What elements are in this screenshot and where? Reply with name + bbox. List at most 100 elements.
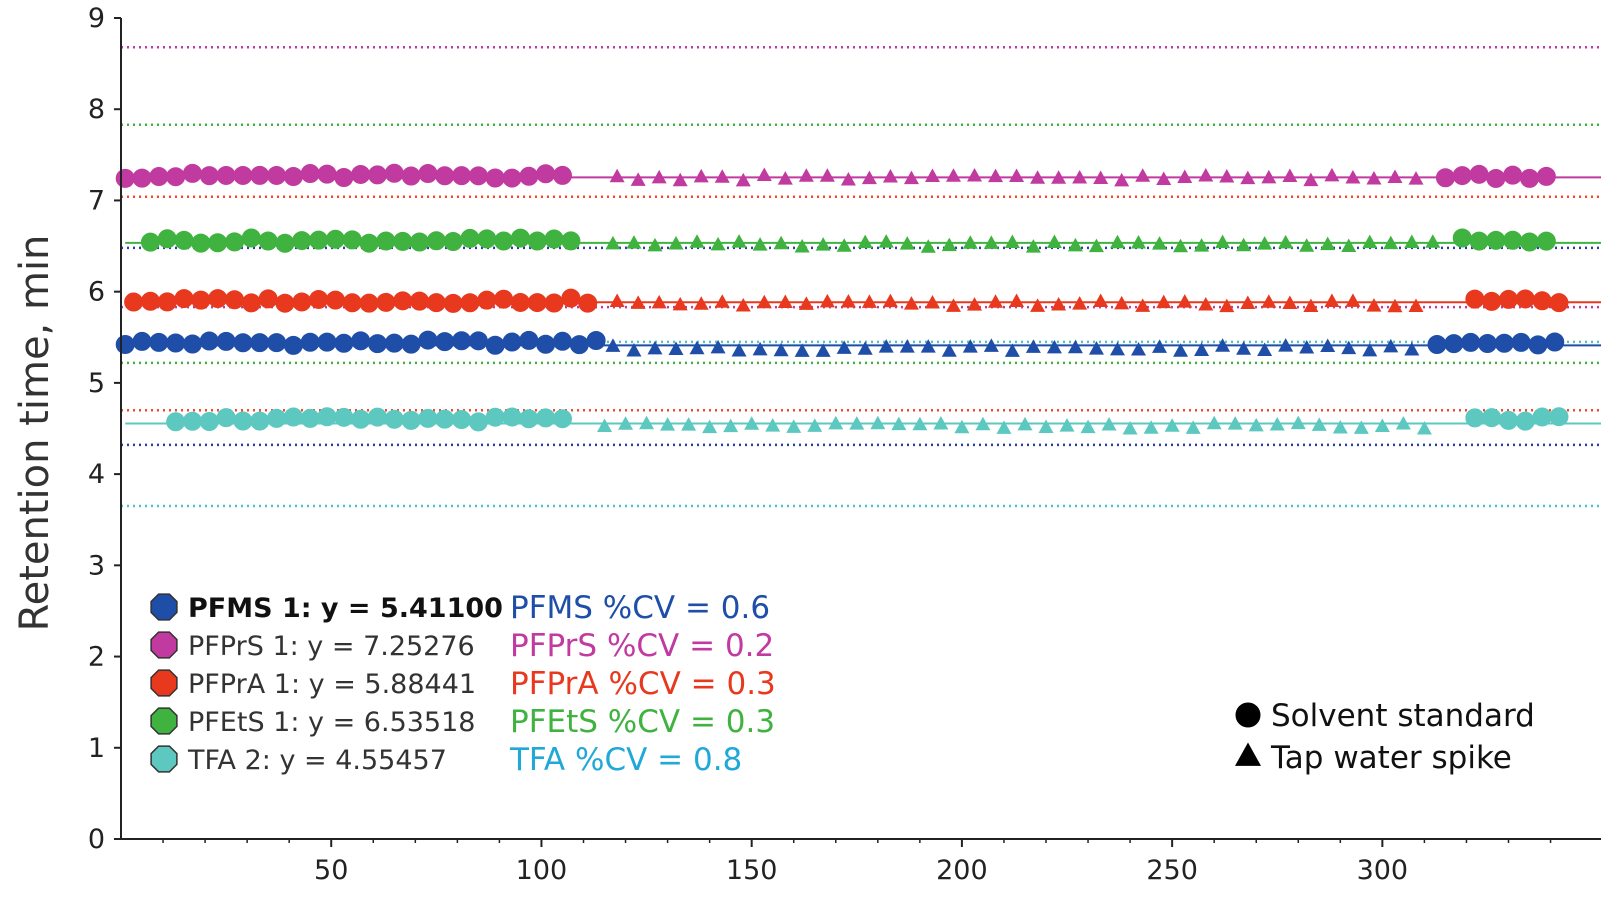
point-spike-pfms [1004,343,1020,357]
point-spike-pfpra [819,293,835,308]
point-solvent-pfms [552,331,572,351]
point-solvent-pfms [384,333,404,353]
point-solvent-pfets [1503,230,1523,250]
point-solvent-pfets [258,231,278,251]
y-tick-label: 4 [88,459,105,490]
point-solvent-pfprs [1435,168,1455,188]
point-spike-pfpra [777,294,793,308]
point-spike-tfa [660,417,676,431]
y-tick-label: 6 [88,277,105,308]
point-solvent-pfprs [1469,164,1489,184]
point-solvent-pfets [393,231,413,251]
point-spike-tfa [891,416,907,431]
point-solvent-pfets [208,233,228,253]
point-solvent-pfprs [418,163,438,183]
point-spike-pfms [899,339,915,353]
point-spike-tfa [1038,419,1054,434]
point-spike-pfpra [988,294,1004,308]
point-spike-pfpra [882,293,898,308]
point-solvent-tfa [435,409,455,429]
y-tick-label: 1 [88,733,105,764]
point-solvent-pfms [199,331,219,351]
point-solvent-pfpra [191,290,211,310]
point-spike-pfets [731,234,747,248]
point-spike-pfms [1362,342,1378,357]
legend-label-pfets: PFEtS 1: y = 6.53518 [188,707,475,738]
point-solvent-pfets [1520,232,1540,252]
point-solvent-pfprs [233,165,253,185]
point-spike-pfms [1404,341,1420,356]
point-spike-pfpra [798,296,814,310]
point-spike-pfpra [967,297,983,311]
point-spike-pfets [752,237,768,251]
y-tick-label: 3 [88,550,105,581]
point-spike-pfpra [1261,294,1277,308]
point-solvent-pfms [1511,332,1531,352]
point-solvent-pfets [1486,230,1506,250]
point-solvent-pfpra [241,293,261,313]
y-axis-label: Retention time, min [12,235,58,632]
point-solvent-pfets [376,231,396,251]
x-tick-label: 250 [1146,855,1198,886]
point-solvent-pfpra [393,291,413,311]
point-spike-tfa [723,418,739,433]
point-spike-pfpra [903,296,919,310]
point-solvent-tfa [233,411,253,431]
point-solvent-pfprs [182,163,202,183]
point-spike-tfa [1374,418,1390,433]
point-solvent-pfprs [267,165,287,185]
point-spike-pfets [836,238,852,252]
point-solvent-pfms [300,332,320,352]
point-solvent-tfa [1515,411,1535,431]
point-spike-pfprs [861,170,877,185]
point-spike-pfets [1299,238,1315,252]
point-spike-pfets [710,236,726,251]
point-spike-pfets [1025,239,1041,253]
point-solvent-pfpra [1532,291,1552,311]
point-solvent-pfpra [1482,291,1502,311]
point-solvent-pfpra [325,290,345,310]
point-spike-pfets [794,239,810,253]
point-solvent-tfa [1532,407,1552,427]
point-spike-pfets [1341,238,1357,252]
point-spike-pfets [1257,236,1273,250]
point-solvent-tfa [250,411,270,431]
legend-label-pfprs: PFPrS 1: y = 7.25276 [188,631,475,662]
point-solvent-pfets [325,229,345,249]
point-solvent-pfprs [468,166,488,186]
point-solvent-pfets [140,232,160,252]
point-spike-pfpra [1240,295,1256,309]
legend-marker-pfets [150,707,178,735]
point-spike-pfets [1173,238,1189,253]
point-spike-pfprs [946,168,961,182]
point-spike-pfets [773,235,789,250]
point-solvent-pfms [283,335,303,355]
point-solvent-pfms [1427,335,1447,355]
point-solvent-pfets [426,231,446,251]
y-tick-label: 0 [88,824,105,855]
point-solvent-tfa [351,409,371,429]
point-solvent-pfpra [578,293,598,313]
point-solvent-pfets [443,232,463,252]
point-spike-pfprs [1366,171,1382,185]
point-solvent-pfpra [460,293,480,313]
y-tick-label: 2 [88,642,105,673]
point-solvent-pfms [401,334,421,354]
point-spike-pfms [605,338,621,352]
legend-marker-pfms [150,593,178,621]
point-spike-pfprs [1030,170,1046,184]
point-spike-pfpra [1303,298,1319,312]
point-spike-pfets [1067,237,1083,252]
point-spike-pfprs [1051,170,1067,184]
point-solvent-pfms [334,333,354,353]
point-spike-pfprs [609,168,625,183]
point-spike-pfpra [756,294,772,309]
point-spike-pfms [1025,339,1041,353]
point-solvent-pfms [418,330,438,350]
point-spike-tfa [1122,420,1138,435]
point-spike-pfprs [1009,168,1025,182]
point-solvent-pfprs [401,166,421,186]
point-solvent-pfprs [519,166,539,186]
x-tick-label: 200 [936,855,988,886]
point-spike-pfprs [882,168,898,183]
